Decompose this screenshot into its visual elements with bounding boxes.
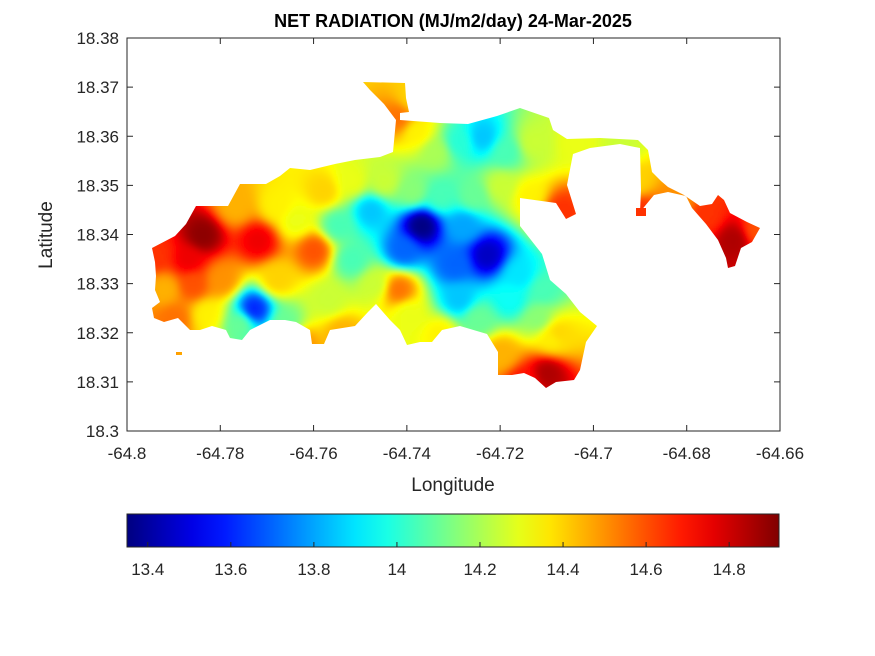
y-tick-label: 18.32 [76,324,119,343]
x-tick-label: -64.74 [383,444,431,463]
y-tick-label: 18.3 [86,422,119,441]
colorbar-tick-label: 14.4 [547,560,580,579]
colorbar-ticks: 13.4 13.6 13.8 14 14.2 14.4 14.6 14.8 [131,542,746,579]
y-axis-ticks: 18.3 18.31 18.32 18.33 18.34 18.35 18.36 18.37 1… [76,29,780,441]
colorbar-tick-label: 13.8 [297,560,330,579]
x-tick-label: -64.72 [476,444,524,463]
x-tick-label: -64.7 [574,444,613,463]
x-tick-label: -64.66 [756,444,804,463]
colorbar-tick-label: 13.6 [214,560,247,579]
y-tick-label: 18.34 [76,226,119,245]
colorbar-tick-label: 13.4 [131,560,164,579]
colorbar-tick-label: 14.2 [463,560,496,579]
colorbar-tick-label: 14 [387,560,406,579]
x-axis-title: Longitude [411,475,494,496]
colorbar-tick-label: 14.8 [713,560,746,579]
chart-title: NET RADIATION (MJ/m2/day) 24-Mar-2025 [274,11,632,31]
colorbar-tick-label: 14.6 [630,560,663,579]
y-tick-label: 18.33 [76,275,119,294]
x-tick-label: -64.8 [108,444,147,463]
x-tick-label: -64.68 [663,444,711,463]
x-tick-label: -64.78 [196,444,244,463]
x-axis-ticks: -64.8 -64.78 -64.76 -64.74 -64.72 -64.7 -64.68… [108,38,804,463]
y-tick-label: 18.38 [76,29,119,48]
colorbar-gradient [126,513,780,548]
y-tick-label: 18.35 [76,176,119,195]
x-tick-label: -64.76 [289,444,337,463]
y-tick-label: 18.36 [76,127,119,146]
colorbar: 13.4 13.6 13.8 14 14.2 14.4 14.6 14.8 [126,513,780,579]
y-tick-label: 18.31 [76,373,119,392]
y-tick-label: 18.37 [76,78,119,97]
y-axis-title: Latitude [36,201,57,269]
